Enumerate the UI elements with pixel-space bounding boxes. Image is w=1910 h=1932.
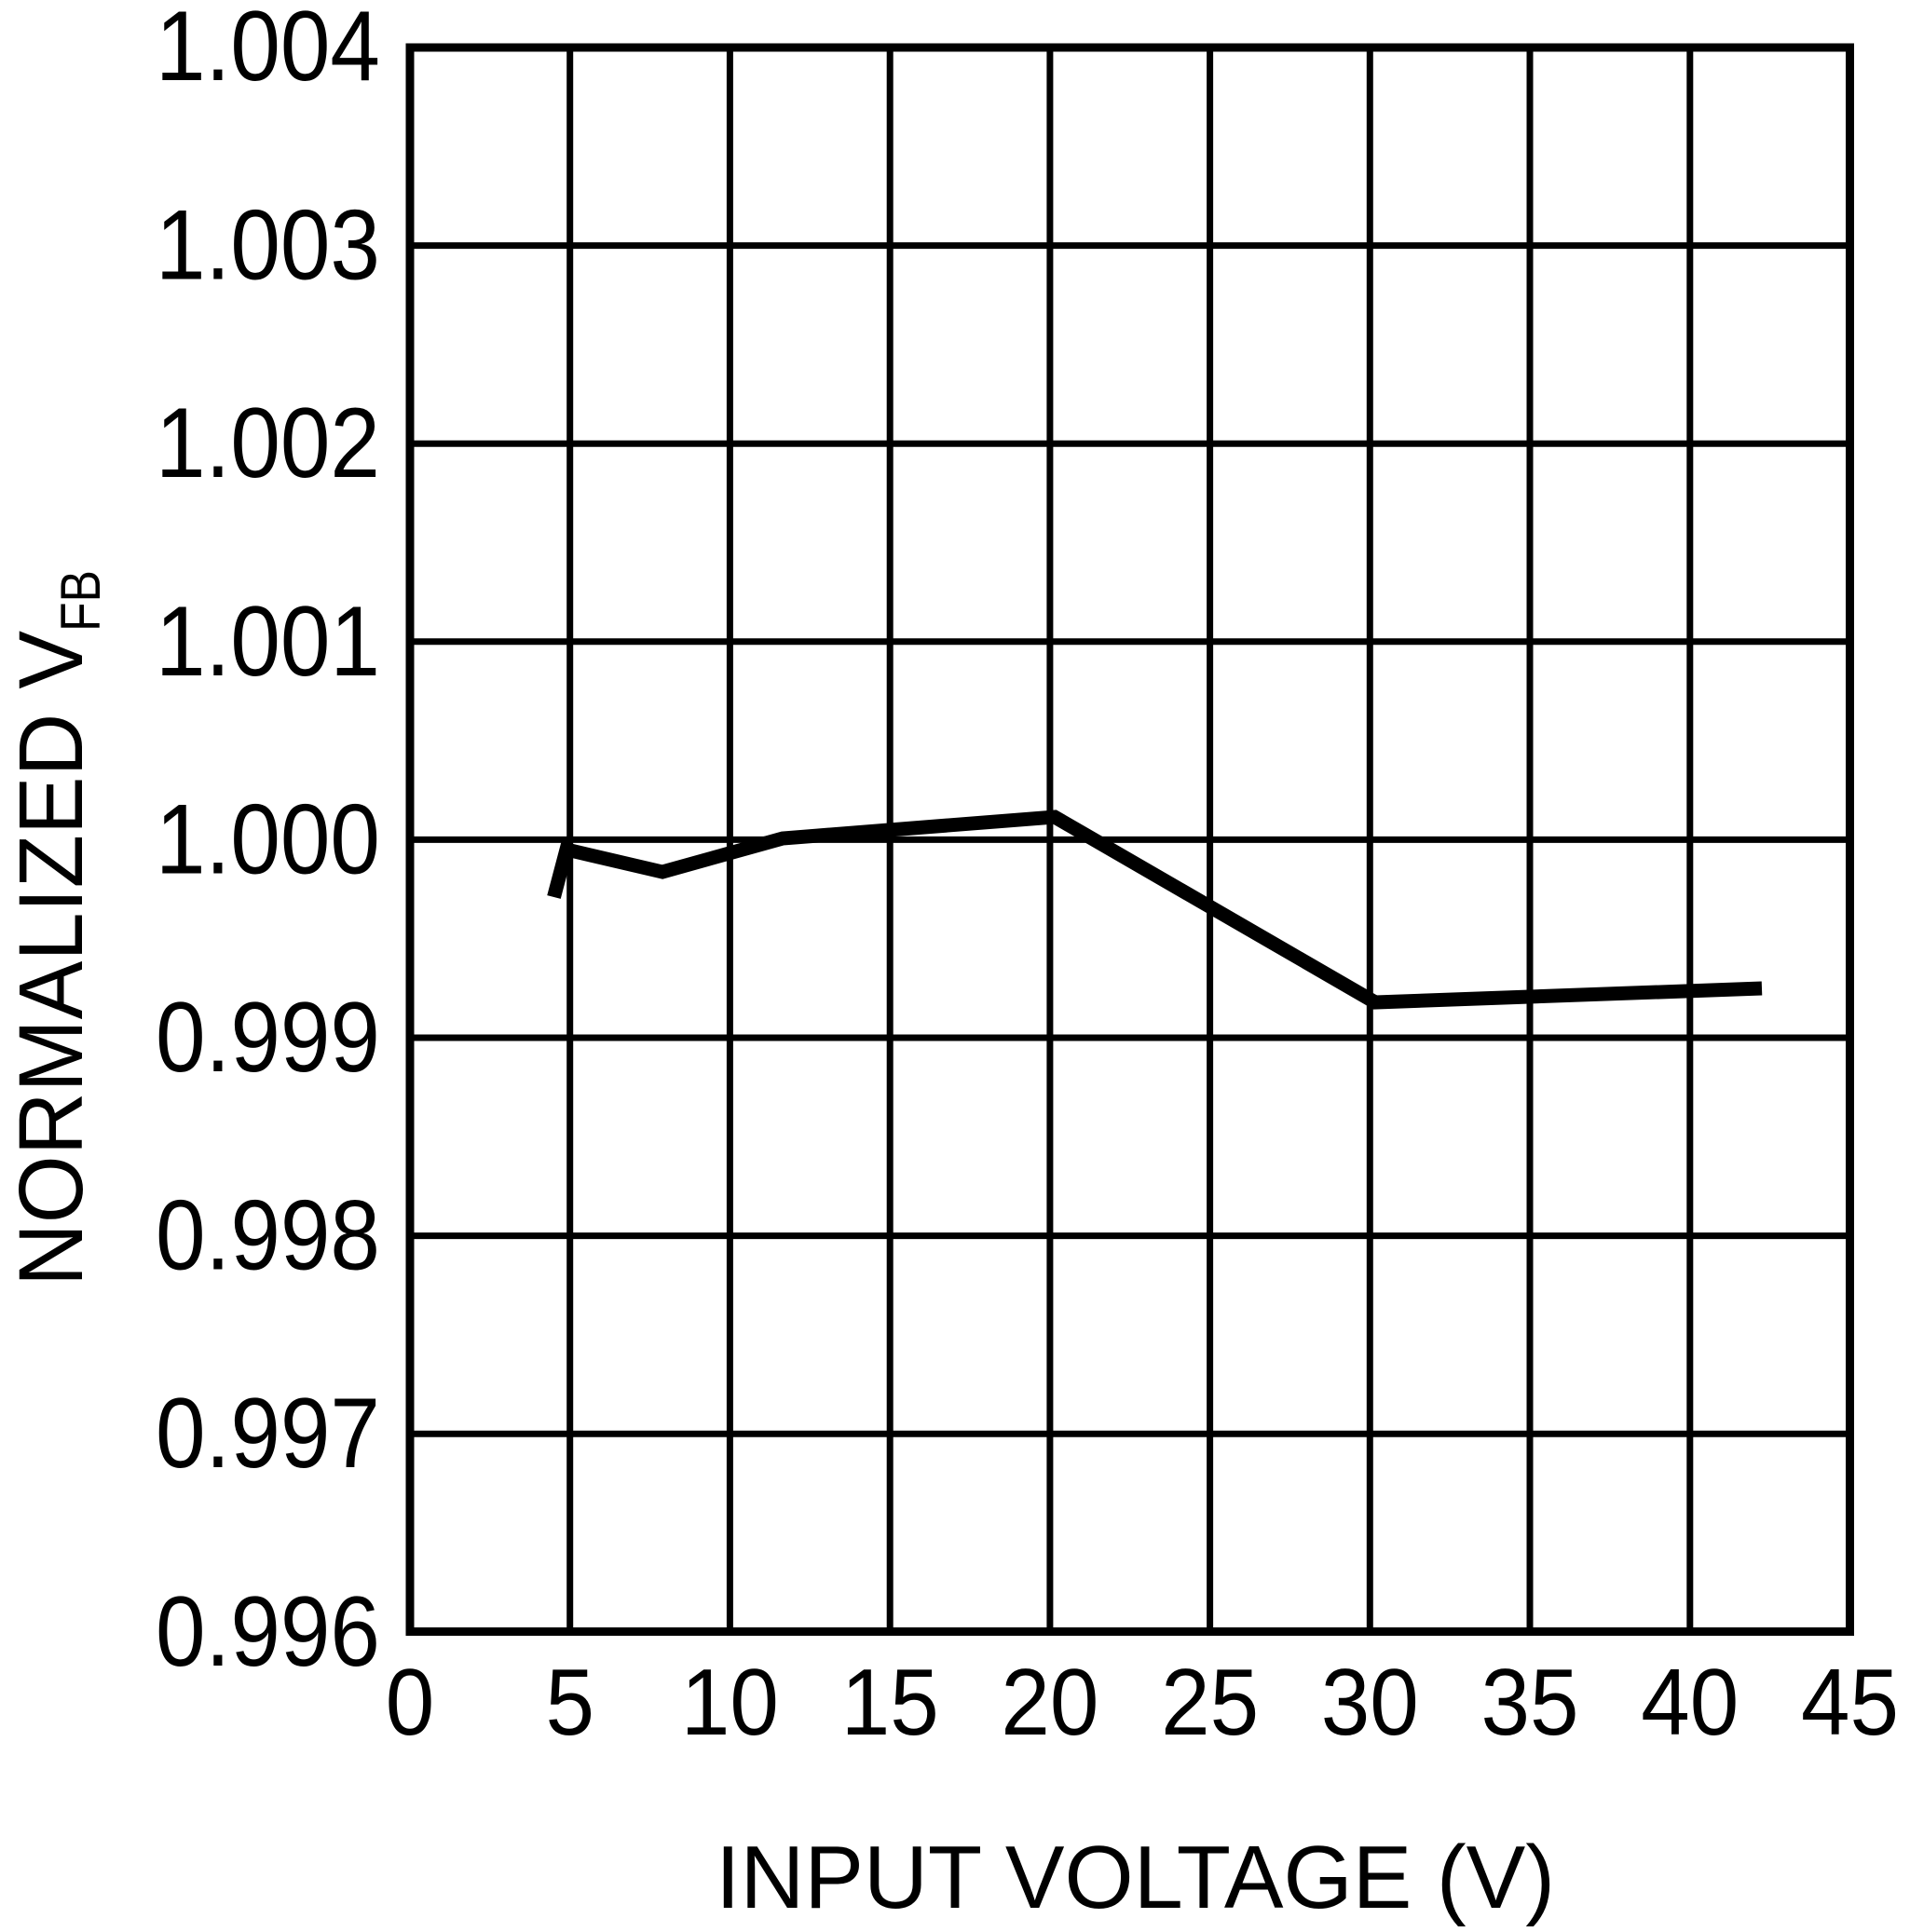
- svg-text:1.001: 1.001: [156, 585, 380, 697]
- svg-text:5: 5: [545, 1651, 594, 1755]
- svg-text:INPUT VOLTAGE (V): INPUT VOLTAGE (V): [716, 1828, 1555, 1927]
- svg-text:10: 10: [681, 1651, 779, 1755]
- svg-text:1.002: 1.002: [156, 387, 380, 498]
- svg-text:0: 0: [386, 1651, 435, 1755]
- svg-text:20: 20: [1001, 1651, 1098, 1755]
- svg-text:0.996: 0.996: [156, 1575, 380, 1687]
- svg-text:30: 30: [1321, 1651, 1419, 1755]
- svg-text:15: 15: [841, 1651, 939, 1755]
- svg-text:0.998: 0.998: [156, 1179, 380, 1291]
- svg-text:35: 35: [1481, 1651, 1579, 1755]
- svg-text:0.999: 0.999: [156, 981, 380, 1093]
- svg-text:0.997: 0.997: [156, 1377, 380, 1489]
- svg-text:1.004: 1.004: [156, 0, 380, 102]
- svg-text:NORMALIZED V: NORMALIZED V: [0, 631, 102, 1286]
- svg-text:25: 25: [1161, 1651, 1259, 1755]
- svg-text:45: 45: [1801, 1651, 1899, 1755]
- svg-text:40: 40: [1641, 1651, 1739, 1755]
- svg-text:1.003: 1.003: [156, 189, 380, 301]
- svg-text:FB: FB: [49, 570, 112, 632]
- svg-text:1.000: 1.000: [156, 782, 380, 894]
